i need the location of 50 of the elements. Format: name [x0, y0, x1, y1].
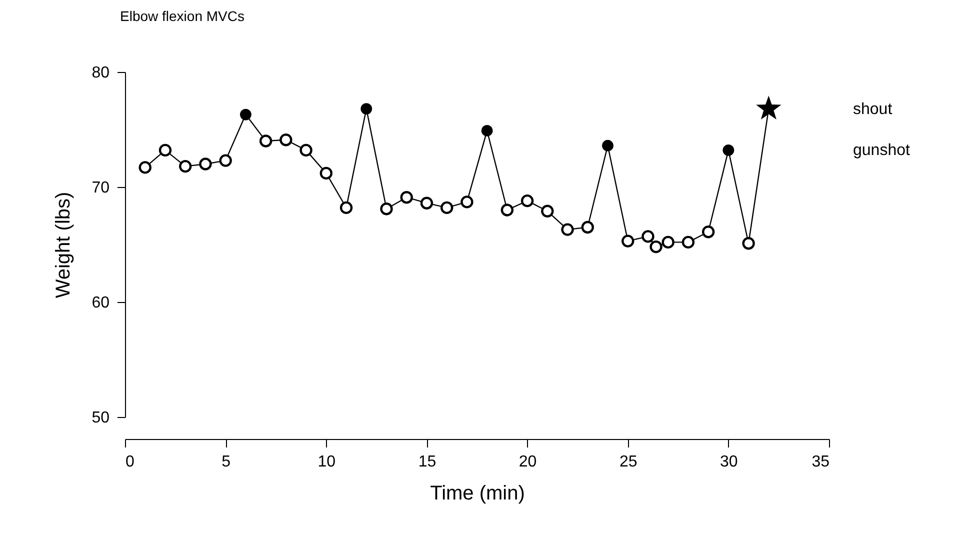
y-tick-label: 60 [92, 294, 110, 312]
point [722, 144, 734, 156]
point [520, 194, 534, 208]
point [642, 230, 654, 243]
x-tick-label: 30 [720, 454, 738, 470]
point [561, 223, 574, 236]
x-tick-label: 35 [812, 454, 830, 470]
point [541, 204, 554, 218]
x-tick-label: 0 [126, 454, 134, 470]
point [380, 202, 393, 216]
point [280, 134, 292, 146]
point [650, 240, 662, 254]
chart-title: Elbow flexion MVCs [120, 8, 244, 24]
y-tick-label: 70 [92, 180, 110, 196]
text: gunshot [853, 142, 910, 160]
point [400, 191, 413, 204]
point [602, 140, 614, 152]
point [340, 201, 353, 214]
point [440, 201, 454, 214]
point [320, 166, 332, 180]
point [199, 158, 212, 170]
point [682, 236, 695, 249]
x-tick-label: 25 [619, 454, 638, 470]
point [662, 236, 674, 249]
point [360, 103, 372, 114]
x-tick-label: 15 [418, 454, 436, 470]
point [240, 108, 252, 120]
y-tick-label: 50 [92, 410, 110, 426]
point [581, 220, 594, 234]
point [179, 160, 192, 173]
x-tick-label: 20 [518, 454, 537, 470]
point [702, 226, 715, 238]
point [622, 234, 634, 248]
point [138, 161, 152, 174]
point [219, 154, 232, 167]
x-axis-title: Time (min) [430, 482, 525, 504]
point [300, 144, 312, 157]
y-axis-title: Weight (lbs) [52, 192, 75, 298]
point [259, 134, 272, 148]
point [158, 144, 172, 157]
point [742, 237, 755, 250]
point [420, 196, 434, 210]
y-tick-label: 80 [92, 64, 110, 82]
point [460, 196, 474, 208]
x-tick-label: 10 [318, 454, 336, 470]
point [481, 124, 493, 136]
point [500, 204, 514, 216]
x-tick-label: 5 [222, 454, 231, 470]
text: shout [853, 100, 893, 118]
point [756, 96, 782, 120]
